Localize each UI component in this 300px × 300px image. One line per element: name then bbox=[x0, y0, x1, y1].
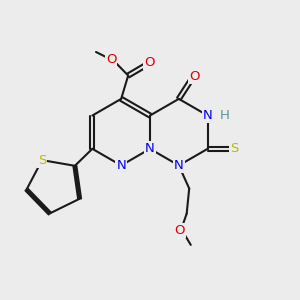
Text: O: O bbox=[189, 70, 199, 83]
Text: N: N bbox=[116, 159, 126, 172]
Text: N: N bbox=[145, 142, 155, 155]
Text: O: O bbox=[144, 56, 154, 69]
Text: N: N bbox=[174, 159, 184, 172]
Text: S: S bbox=[230, 142, 238, 155]
Text: S: S bbox=[38, 154, 46, 166]
Text: H: H bbox=[220, 109, 230, 122]
Text: O: O bbox=[106, 53, 116, 66]
Text: O: O bbox=[175, 224, 185, 237]
Text: N: N bbox=[203, 109, 212, 122]
